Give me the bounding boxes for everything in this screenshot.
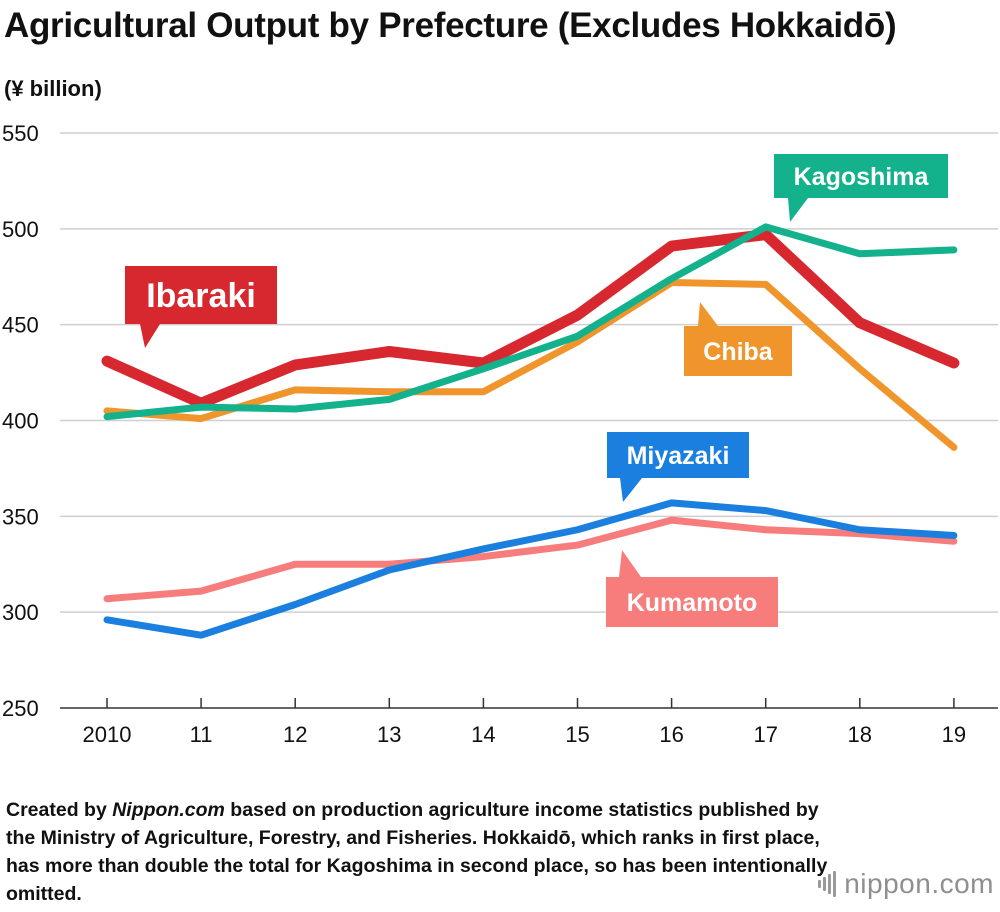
callout-pointer bbox=[620, 478, 642, 502]
series-lines bbox=[101, 223, 960, 639]
series-callouts: Ibaraki Kagoshima Chiba Miyazaki Kumamoto bbox=[125, 154, 948, 627]
series-label: Ibaraki bbox=[146, 277, 256, 315]
source-note-publisher: Nippon.com bbox=[112, 799, 225, 821]
callout-box bbox=[774, 154, 948, 198]
callout-box bbox=[684, 326, 792, 376]
source-note-prefix: Created by bbox=[6, 799, 113, 821]
x-tick-label: 19 bbox=[942, 722, 966, 747]
source-note: Created by Nippon.com based on productio… bbox=[6, 796, 846, 908]
y-tick-label: 250 bbox=[2, 696, 39, 721]
series-label: Kagoshima bbox=[794, 163, 930, 191]
series-line-kagoshima bbox=[103, 223, 958, 421]
x-tick-label: 14 bbox=[471, 722, 495, 747]
y-tick-label: 550 bbox=[2, 121, 39, 146]
x-tick-label: 2010 bbox=[83, 722, 132, 747]
series-label: Kumamoto bbox=[627, 589, 758, 617]
callout-box bbox=[606, 577, 778, 627]
nippon-logo-icon bbox=[818, 871, 838, 897]
brand-logo: nippon.com bbox=[818, 868, 994, 900]
x-tick-label: 12 bbox=[283, 722, 307, 747]
callout-pointer bbox=[788, 198, 808, 222]
series-line-kumamoto bbox=[103, 516, 958, 603]
line-chart: 250 300 350 400 450 500 550 2010 11 12 13 14 15 16 17… bbox=[2, 121, 998, 747]
y-tick-label: 450 bbox=[2, 313, 39, 338]
callout-miyazaki: Miyazaki bbox=[607, 432, 749, 502]
y-axis-ticks: 250 300 350 400 450 500 550 bbox=[2, 121, 39, 721]
series-line-ibaraki bbox=[101, 229, 960, 409]
x-tick-label: 18 bbox=[848, 722, 872, 747]
y-tick-label: 400 bbox=[2, 409, 39, 434]
callout-kumamoto: Kumamoto bbox=[606, 550, 778, 627]
chart-title: Agricultural Output by Prefecture (Exclu… bbox=[4, 6, 897, 45]
y-tick-label: 500 bbox=[2, 217, 39, 242]
callout-pointer bbox=[140, 324, 160, 348]
series-line-chiba bbox=[103, 279, 958, 451]
callout-kagoshima: Kagoshima bbox=[774, 154, 948, 222]
x-tick-label: 17 bbox=[753, 722, 777, 747]
brand-name: nippon.com bbox=[844, 868, 994, 899]
y-tick-label: 300 bbox=[2, 600, 39, 625]
series-label: Chiba bbox=[703, 338, 774, 366]
source-note-text: based on production agriculture income s… bbox=[6, 799, 828, 905]
callout-pointer bbox=[619, 550, 641, 577]
x-tick-label: 16 bbox=[659, 722, 683, 747]
series-line-miyazaki bbox=[103, 499, 958, 639]
x-tick-label: 11 bbox=[190, 722, 213, 747]
x-tick-label: 15 bbox=[565, 722, 589, 747]
series-label: Miyazaki bbox=[627, 442, 730, 470]
callout-box bbox=[607, 432, 749, 478]
callout-ibaraki: Ibaraki bbox=[125, 266, 277, 348]
callout-pointer bbox=[698, 302, 718, 326]
callout-chiba: Chiba bbox=[684, 302, 792, 376]
gridlines bbox=[60, 132, 998, 709]
callout-box bbox=[125, 266, 277, 324]
x-axis-ticks: 2010 11 12 13 14 15 16 17 18 19 bbox=[83, 698, 966, 747]
y-axis-label: (¥ billion) bbox=[4, 76, 102, 101]
y-tick-label: 350 bbox=[2, 504, 39, 529]
x-tick-label: 13 bbox=[377, 722, 401, 747]
